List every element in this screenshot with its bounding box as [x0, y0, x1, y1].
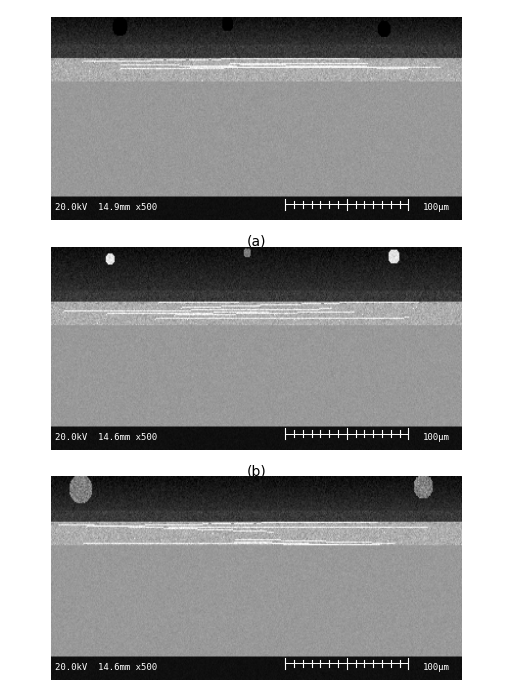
Text: (b): (b) [247, 464, 266, 478]
Text: 20.0kV  14.6mm x500: 20.0kV 14.6mm x500 [55, 433, 157, 442]
Text: 100μm: 100μm [423, 204, 449, 213]
Text: 100μm: 100μm [423, 433, 449, 442]
Text: 20.0kV  14.6mm x500: 20.0kV 14.6mm x500 [55, 662, 157, 671]
Text: 100μm: 100μm [423, 662, 449, 671]
Text: 20.0kV  14.9mm x500: 20.0kV 14.9mm x500 [55, 204, 157, 213]
Text: (a): (a) [247, 235, 266, 248]
